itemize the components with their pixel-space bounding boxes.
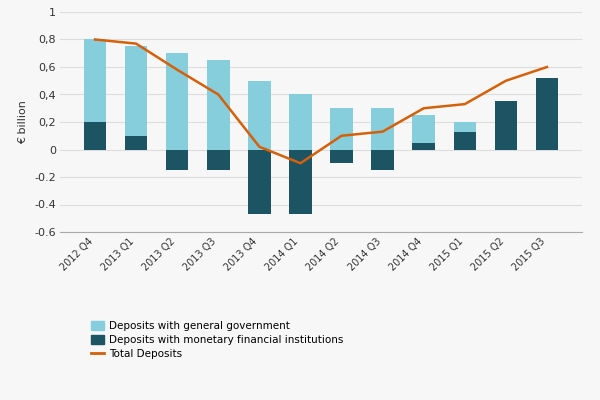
Bar <box>536 78 558 150</box>
Bar <box>166 150 188 170</box>
Bar <box>330 108 353 150</box>
Legend: Deposits with general government, Deposits with monetary financial institutions,: Deposits with general government, Deposi… <box>91 321 343 359</box>
Bar <box>248 150 271 214</box>
Bar <box>412 143 435 150</box>
Bar <box>84 40 106 150</box>
Bar <box>330 150 353 163</box>
Bar <box>371 150 394 170</box>
Bar <box>289 94 312 150</box>
Y-axis label: € billion: € billion <box>19 100 29 144</box>
Bar <box>166 53 188 150</box>
Bar <box>289 150 312 214</box>
Bar <box>125 136 148 150</box>
Bar <box>536 143 558 150</box>
Bar <box>207 60 230 150</box>
Bar <box>494 136 517 150</box>
Bar <box>454 122 476 150</box>
Bar <box>207 150 230 170</box>
Bar <box>125 46 148 150</box>
Bar <box>494 101 517 150</box>
Bar <box>454 132 476 150</box>
Bar <box>84 122 106 150</box>
Bar <box>248 81 271 150</box>
Bar <box>412 115 435 150</box>
Bar <box>371 108 394 150</box>
